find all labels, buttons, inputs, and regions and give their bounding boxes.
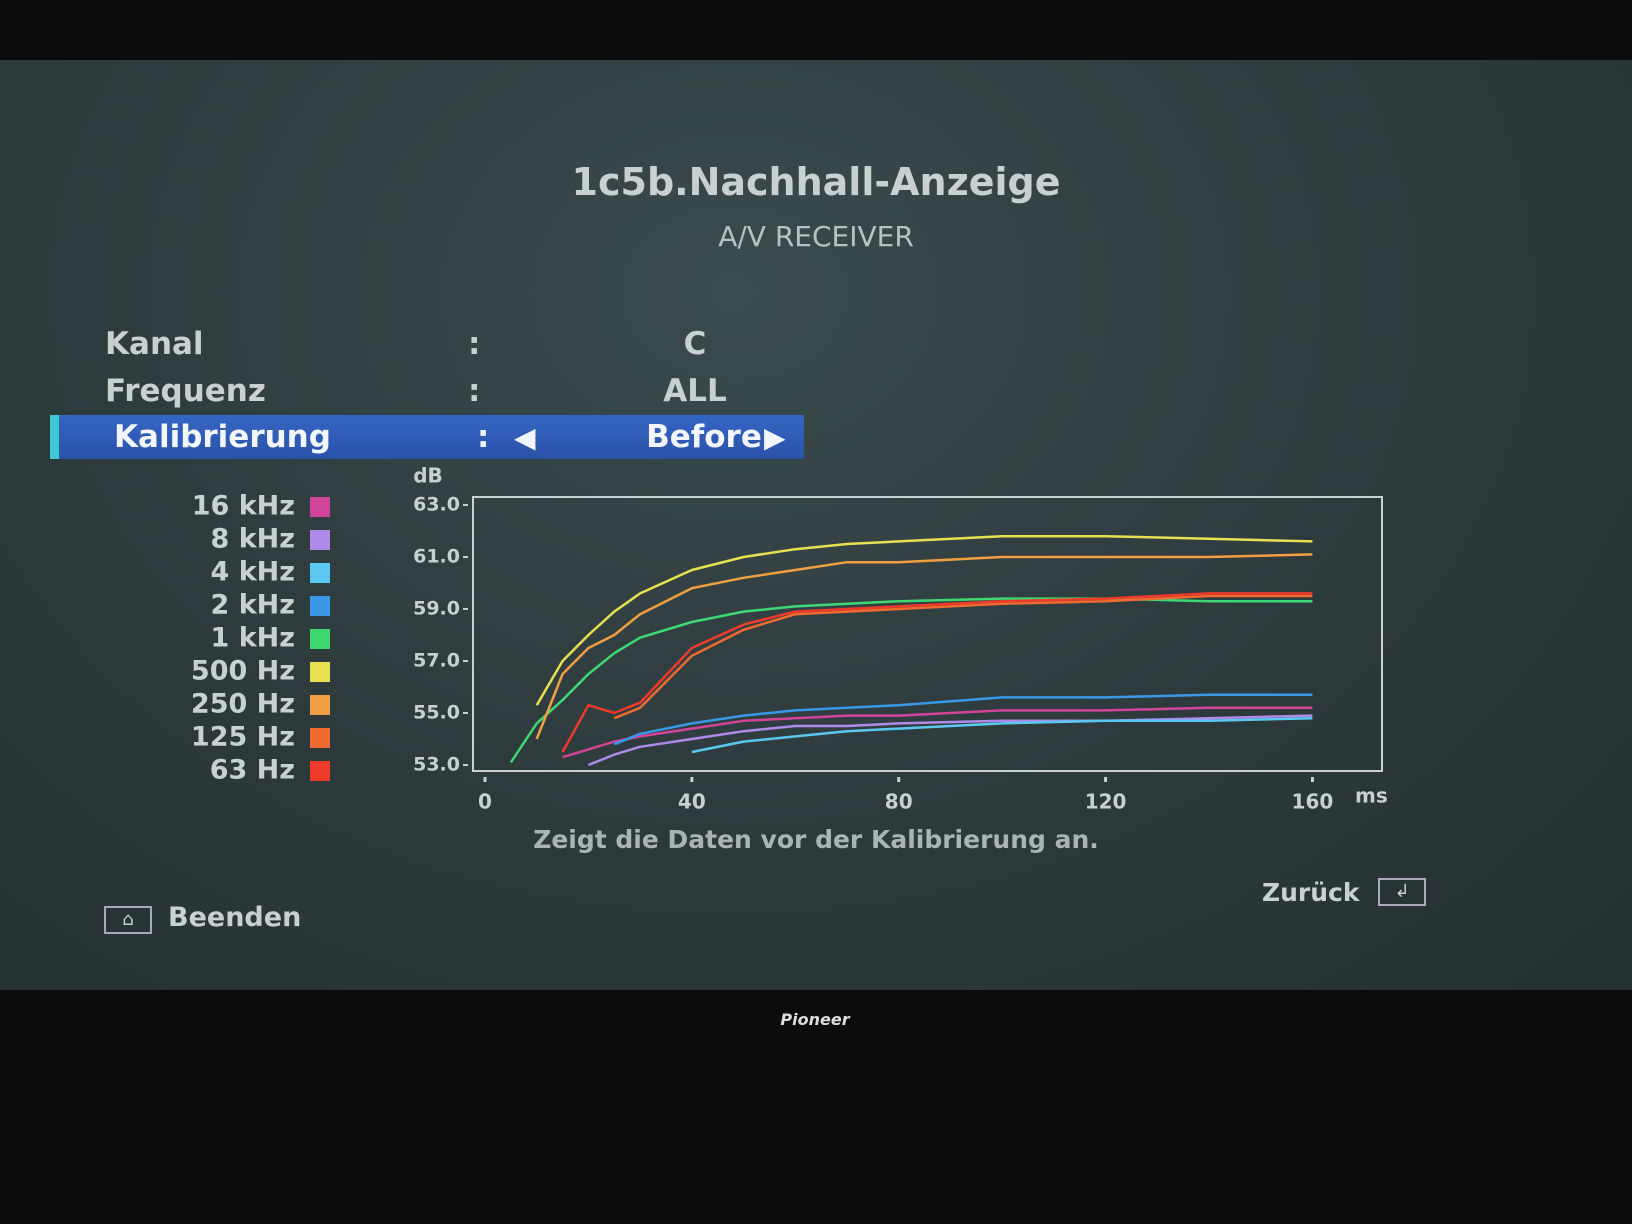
series-line [561,592,1313,753]
legend-label: 4 kHz [211,557,295,588]
menu-value: C [683,326,707,362]
legend-label: 8 kHz [211,524,295,555]
x-axis-unit: ms [1355,784,1388,808]
legend-swatch [310,596,330,616]
legend-swatch [310,530,330,550]
legend-label: 1 kHz [211,623,295,654]
tv-screen: 1c5b.Nachhall-Anzeige A/V RECEIVER Kanal… [0,60,1632,990]
exit-label[interactable]: Beenden [168,902,302,933]
legend-label: 125 Hz [191,722,295,753]
menu-separator: : [477,419,490,455]
x-tick-label: 80 [885,790,913,814]
back-label[interactable]: Zurück [1262,878,1360,907]
screen-title: 1c5b.Nachhall-Anzeige [571,160,1061,204]
x-tick-label: 120 [1085,790,1127,814]
x-tick-label: 40 [678,790,706,814]
description: Zeigt die Daten vor der Kalibrierung an. [533,825,1099,854]
series-line [535,553,1313,740]
exit-key[interactable]: ⌂ [104,906,152,934]
menu-label: Kalibrierung [114,419,331,455]
screen-subtitle: A/V RECEIVER [718,220,914,253]
menu-separator: : [468,373,481,409]
menu-row[interactable]: Frequenz : ALL [50,369,795,413]
menu-value: Before [646,419,762,455]
brand-logo: Pioneer [780,1010,850,1029]
legend-label: 16 kHz [192,491,295,522]
legend-swatch [310,563,330,583]
legend-swatch [310,497,330,517]
legend-swatch [310,695,330,715]
legend-label: 250 Hz [191,689,295,720]
y-tick-label: 61.0 [413,546,460,568]
y-tick-label: 57.0 [413,650,460,672]
x-tick-label: 160 [1292,790,1334,814]
legend-label: 63 Hz [210,755,295,786]
legend-label: 500 Hz [191,656,295,687]
legend-swatch [310,662,330,682]
series-line [613,594,1313,720]
y-tick-label: 55.0 [413,702,460,724]
series-line [562,706,1313,759]
y-tick-label: 63.0 [413,494,460,516]
series-line [535,534,1313,706]
legend-swatch [310,629,330,649]
arrow-right[interactable]: ▶ [764,421,786,454]
plot-frame [472,496,1383,772]
y-tick-label: 53.0 [413,754,460,776]
series-line [691,716,1313,754]
series-line [613,693,1313,746]
y-axis-unit: dB [413,464,443,488]
menu-row-selected[interactable]: Kalibrierung : ◀ Before ▶ [50,415,804,459]
legend-label: 2 kHz [211,590,295,621]
menu-label: Frequenz [105,373,266,409]
arrow-left[interactable]: ◀ [514,421,536,454]
chart: dB ms 53.0 55.0 57.0 59.0 61.0 63.0 0 40 80 120 160 1… [191,464,1388,814]
y-tick-label: 59.0 [413,598,460,620]
menu-row[interactable]: Kanal : C [50,322,795,366]
menu-label: Kanal [105,326,204,362]
legend-swatch [310,728,330,748]
menu-value: ALL [663,373,727,409]
x-tick-label: 0 [478,790,492,814]
back-key[interactable]: ↲ [1378,878,1426,906]
menu-separator: : [468,326,481,362]
legend-swatch [310,761,330,781]
